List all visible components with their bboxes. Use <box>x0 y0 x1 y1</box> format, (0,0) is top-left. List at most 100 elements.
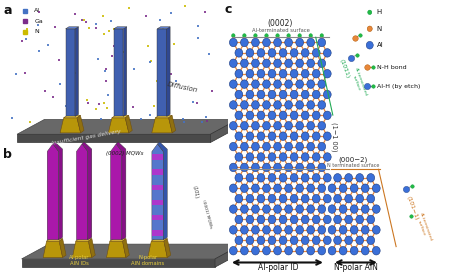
Circle shape <box>312 70 320 78</box>
Text: (0002) MQWs: (0002) MQWs <box>106 151 144 156</box>
Circle shape <box>307 122 315 130</box>
Circle shape <box>318 122 326 130</box>
Circle shape <box>345 236 353 244</box>
Circle shape <box>323 90 331 99</box>
Circle shape <box>323 70 331 78</box>
Circle shape <box>318 163 326 172</box>
Circle shape <box>279 153 287 161</box>
Circle shape <box>273 226 282 234</box>
Circle shape <box>235 195 243 203</box>
Circle shape <box>246 153 254 161</box>
Circle shape <box>334 236 341 244</box>
Circle shape <box>252 101 259 109</box>
Circle shape <box>263 59 270 68</box>
Circle shape <box>279 111 287 119</box>
Circle shape <box>285 38 292 47</box>
Circle shape <box>279 215 287 224</box>
Circle shape <box>235 236 243 244</box>
Polygon shape <box>53 142 63 240</box>
Circle shape <box>361 247 369 255</box>
Text: Al-terminated surface: Al-terminated surface <box>252 28 310 33</box>
Circle shape <box>290 90 298 99</box>
Text: N-polar AlN: N-polar AlN <box>334 263 378 272</box>
Circle shape <box>246 215 254 224</box>
Polygon shape <box>73 241 92 258</box>
Circle shape <box>240 101 248 109</box>
Circle shape <box>356 215 364 224</box>
Circle shape <box>263 142 270 151</box>
Circle shape <box>263 247 270 255</box>
Text: N terminated surface: N terminated surface <box>327 163 380 168</box>
Circle shape <box>318 205 326 213</box>
Circle shape <box>301 195 309 203</box>
Circle shape <box>373 205 380 213</box>
Bar <box>152 200 163 205</box>
Circle shape <box>318 101 326 109</box>
Polygon shape <box>64 115 81 118</box>
Circle shape <box>318 38 326 47</box>
Circle shape <box>235 70 243 78</box>
Circle shape <box>240 38 248 47</box>
Polygon shape <box>59 239 66 258</box>
Circle shape <box>268 90 276 99</box>
Circle shape <box>252 205 259 213</box>
Circle shape <box>273 101 282 109</box>
Circle shape <box>307 205 315 213</box>
Circle shape <box>279 195 287 203</box>
Circle shape <box>273 122 282 130</box>
Polygon shape <box>157 27 170 29</box>
Circle shape <box>367 236 374 244</box>
Circle shape <box>301 174 309 182</box>
Circle shape <box>350 247 358 255</box>
Circle shape <box>296 101 303 109</box>
Circle shape <box>296 122 303 130</box>
Circle shape <box>373 247 380 255</box>
Text: Al-polar ID: Al-polar ID <box>258 263 298 272</box>
Circle shape <box>361 226 369 234</box>
Polygon shape <box>157 142 167 240</box>
Text: Diffusion: Diffusion <box>166 81 198 94</box>
Polygon shape <box>157 29 167 116</box>
Polygon shape <box>148 241 167 258</box>
Circle shape <box>285 226 292 234</box>
Circle shape <box>273 38 282 47</box>
Circle shape <box>334 195 341 203</box>
Circle shape <box>243 34 246 38</box>
Circle shape <box>301 132 309 141</box>
Circle shape <box>287 34 291 38</box>
Circle shape <box>323 236 331 244</box>
Text: (10̄1̄1): (10̄1̄1) <box>339 58 350 79</box>
Circle shape <box>257 90 265 99</box>
Circle shape <box>290 153 298 161</box>
Polygon shape <box>22 259 215 267</box>
Circle shape <box>229 205 237 213</box>
Bar <box>152 185 163 190</box>
Text: c: c <box>224 3 231 16</box>
Circle shape <box>328 247 336 255</box>
Circle shape <box>257 153 265 161</box>
Circle shape <box>246 90 254 99</box>
Circle shape <box>257 195 265 203</box>
Polygon shape <box>123 27 127 116</box>
Circle shape <box>257 215 265 224</box>
Circle shape <box>296 142 303 151</box>
Circle shape <box>229 101 237 109</box>
Circle shape <box>312 174 320 182</box>
Polygon shape <box>17 119 238 134</box>
Polygon shape <box>60 118 81 133</box>
Circle shape <box>307 80 315 88</box>
Circle shape <box>263 205 270 213</box>
Circle shape <box>350 226 358 234</box>
Circle shape <box>323 153 331 161</box>
Polygon shape <box>89 239 95 258</box>
Polygon shape <box>152 118 172 133</box>
Circle shape <box>301 153 309 161</box>
Text: N: N <box>34 29 39 34</box>
Polygon shape <box>43 241 63 258</box>
Circle shape <box>273 247 282 255</box>
Circle shape <box>296 226 303 234</box>
Circle shape <box>246 132 254 141</box>
Circle shape <box>246 49 254 57</box>
Circle shape <box>296 247 303 255</box>
Circle shape <box>312 90 320 99</box>
